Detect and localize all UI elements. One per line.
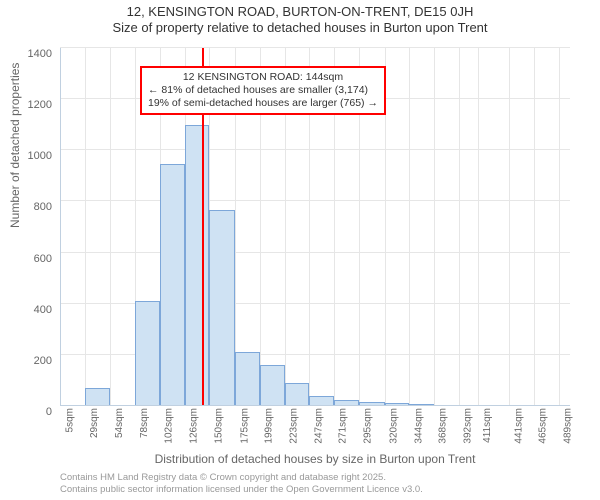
y-axis-labels: 0200400600800100012001400 bbox=[0, 48, 56, 406]
histogram-bar bbox=[235, 352, 260, 406]
x-tick-label: 150sqm bbox=[213, 408, 224, 444]
plot-area: 12 KENSINGTON ROAD: 144sqm← 81% of detac… bbox=[60, 48, 570, 406]
grid-line-v bbox=[534, 48, 535, 406]
y-tick-label: 600 bbox=[34, 253, 52, 265]
annotation-box: 12 KENSINGTON ROAD: 144sqm← 81% of detac… bbox=[140, 66, 386, 115]
x-tick-label: 465sqm bbox=[538, 408, 549, 444]
annotation-line: 19% of semi-detached houses are larger (… bbox=[148, 97, 378, 110]
annotation-line: 12 KENSINGTON ROAD: 144sqm bbox=[148, 71, 378, 84]
y-tick-label: 400 bbox=[34, 304, 52, 316]
histogram-bar bbox=[135, 301, 160, 406]
grid-line-h bbox=[60, 252, 570, 253]
histogram-bar bbox=[285, 383, 310, 406]
footer-note: Contains HM Land Registry data © Crown c… bbox=[60, 472, 423, 496]
x-tick-label: 320sqm bbox=[389, 408, 400, 444]
chart-title-line2: Size of property relative to detached ho… bbox=[0, 20, 600, 35]
grid-line-h bbox=[60, 149, 570, 150]
x-tick-label: 271sqm bbox=[338, 408, 349, 444]
x-tick-label: 175sqm bbox=[239, 408, 250, 444]
grid-line-v bbox=[60, 48, 61, 406]
histogram-chart: 12, KENSINGTON ROAD, BURTON-ON-TRENT, DE… bbox=[0, 0, 600, 500]
histogram-bar bbox=[260, 365, 285, 406]
histogram-bar bbox=[334, 400, 359, 406]
histogram-bar bbox=[209, 210, 235, 406]
histogram-bar bbox=[185, 125, 210, 406]
x-tick-label: 344sqm bbox=[413, 408, 424, 444]
x-tick-label: 223sqm bbox=[289, 408, 300, 444]
x-tick-label: 5sqm bbox=[64, 408, 75, 432]
y-tick-label: 0 bbox=[46, 406, 52, 418]
histogram-bar bbox=[359, 402, 385, 406]
grid-line-v bbox=[409, 48, 410, 406]
histogram-bar bbox=[409, 404, 434, 406]
histogram-bar bbox=[385, 403, 410, 406]
x-tick-label: 199sqm bbox=[264, 408, 275, 444]
chart-title-block: 12, KENSINGTON ROAD, BURTON-ON-TRENT, DE… bbox=[0, 4, 600, 35]
grid-line-v bbox=[559, 48, 560, 406]
y-tick-label: 1200 bbox=[28, 99, 52, 111]
footer-line1: Contains HM Land Registry data © Crown c… bbox=[60, 472, 423, 484]
grid-line-v bbox=[85, 48, 86, 406]
y-tick-label: 1000 bbox=[28, 150, 52, 162]
footer-line2: Contains public sector information licen… bbox=[60, 484, 423, 496]
x-tick-label: 368sqm bbox=[438, 408, 449, 444]
x-tick-label: 29sqm bbox=[89, 408, 100, 438]
x-tick-label: 102sqm bbox=[164, 408, 175, 444]
histogram-bar bbox=[160, 164, 185, 406]
y-tick-label: 800 bbox=[34, 201, 52, 213]
grid-line-v bbox=[110, 48, 111, 406]
grid-line-h bbox=[60, 47, 570, 48]
x-tick-label: 441sqm bbox=[513, 408, 524, 444]
grid-line-h bbox=[60, 200, 570, 201]
x-tick-label: 411sqm bbox=[482, 408, 493, 443]
x-tick-label: 392sqm bbox=[463, 408, 474, 444]
x-tick-label: 295sqm bbox=[363, 408, 374, 444]
chart-title-line1: 12, KENSINGTON ROAD, BURTON-ON-TRENT, DE… bbox=[0, 4, 600, 19]
x-axis-labels: 5sqm 29sqm 54sqm 78sqm 102sqm 126sqm 150sqm 175… bbox=[60, 408, 570, 458]
histogram-bar bbox=[309, 396, 334, 406]
x-axis-title: Distribution of detached houses by size … bbox=[60, 452, 570, 466]
y-tick-label: 200 bbox=[34, 355, 52, 367]
annotation-line: ← 81% of detached houses are smaller (3,… bbox=[148, 84, 378, 97]
x-tick-label: 54sqm bbox=[115, 408, 126, 438]
x-tick-label: 489sqm bbox=[563, 408, 574, 444]
grid-line-v bbox=[509, 48, 510, 406]
grid-line-v bbox=[459, 48, 460, 406]
y-tick-label: 1400 bbox=[28, 48, 52, 60]
x-tick-label: 126sqm bbox=[189, 408, 200, 444]
grid-line-v bbox=[434, 48, 435, 406]
grid-line-v bbox=[478, 48, 479, 406]
x-tick-label: 247sqm bbox=[313, 408, 324, 444]
histogram-bar bbox=[85, 388, 111, 406]
x-tick-label: 78sqm bbox=[139, 408, 150, 438]
